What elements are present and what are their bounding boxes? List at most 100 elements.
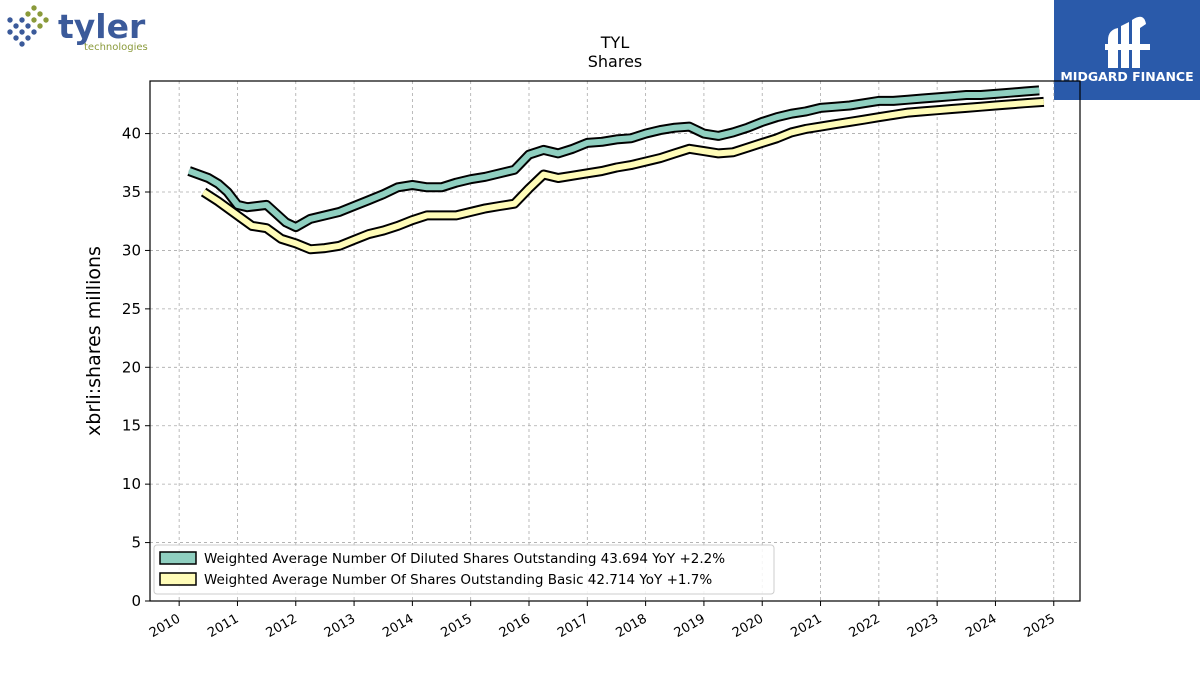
logo-dot (37, 23, 43, 29)
data-point (674, 152, 676, 154)
y-tick-label: 20 (122, 358, 141, 376)
data-point (1009, 103, 1011, 105)
data-point (732, 151, 734, 153)
logo-dot (31, 17, 37, 23)
y-tick-label: 30 (122, 241, 141, 259)
y-tick-label: 25 (122, 300, 141, 318)
data-point (353, 239, 355, 241)
data-point (397, 186, 399, 188)
x-tick-label: 2020 (730, 611, 766, 641)
data-point (776, 137, 778, 139)
plot-frame (149, 80, 1081, 602)
data-point (805, 110, 807, 112)
data-point (217, 200, 219, 202)
x-tick-label: 2025 (1022, 611, 1058, 641)
data-point (922, 97, 924, 100)
data-point (411, 184, 413, 186)
data-point (980, 94, 982, 96)
chart-title: TYL (600, 33, 630, 52)
x-tick-label: 2010 (147, 611, 183, 641)
data-point (703, 133, 705, 135)
logo-dot (31, 5, 37, 11)
data-point (659, 157, 661, 159)
data-point (499, 172, 501, 174)
data-point (819, 107, 822, 109)
data-point (936, 109, 938, 111)
midgard-watermark: MIDGARD FINANCE (1054, 0, 1200, 100)
logo-dot (13, 23, 19, 29)
data-point (790, 131, 793, 133)
y-tick-label: 0 (131, 592, 141, 610)
data-point (455, 182, 457, 184)
x-tick-label: 2013 (322, 611, 358, 641)
data-point (951, 108, 953, 110)
y-tick-label: 40 (122, 125, 141, 143)
data-point (747, 127, 749, 129)
data-point (645, 161, 647, 163)
data-point (528, 187, 530, 190)
data-point (1009, 92, 1011, 94)
y-axis-ticks: 0 5 10 15 20 25 30 35 40 (122, 125, 150, 610)
legend-label-diluted: Weighted Average Number Of Diluted Share… (204, 551, 725, 567)
data-point (572, 148, 574, 150)
data-point (849, 104, 851, 107)
x-tick-label: 2017 (555, 611, 591, 641)
data-point (645, 133, 647, 135)
data-point (834, 123, 836, 125)
legend-box (153, 544, 775, 595)
data-point (338, 245, 341, 247)
data-point (266, 227, 268, 229)
logo-dot (19, 17, 25, 23)
data-point (280, 238, 282, 240)
data-point (266, 204, 268, 206)
data-point (688, 148, 690, 150)
data-point (659, 129, 661, 131)
data-point (586, 142, 588, 144)
logo-dot (37, 11, 43, 17)
series-layer (187, 85, 1045, 255)
data-point (586, 172, 588, 174)
data-point (601, 141, 603, 143)
logo-dots-icon (7, 5, 49, 47)
series-basic (200, 96, 1045, 255)
data-point (922, 110, 924, 112)
data-point (324, 247, 326, 249)
data-point (761, 121, 763, 123)
tyler-logo: tyler technologies (7, 5, 148, 53)
data-point (513, 169, 516, 171)
data-point (936, 96, 938, 98)
y-tick-label: 35 (122, 183, 141, 201)
data-point (557, 177, 559, 179)
data-point (601, 170, 603, 172)
data-point (965, 107, 967, 109)
data-point (226, 191, 229, 193)
midgard-logo-icon (1105, 16, 1150, 68)
data-point (528, 154, 530, 156)
data-point (572, 175, 574, 177)
y-tick-label: 10 (122, 475, 141, 493)
data-point (878, 116, 880, 118)
data-point (543, 173, 545, 176)
x-tick-label: 2012 (264, 611, 300, 641)
legend-swatch-diluted (159, 551, 197, 565)
data-point (863, 119, 865, 121)
data-point (834, 106, 836, 108)
data-point (907, 99, 909, 101)
logo-dot (7, 17, 13, 23)
data-point (470, 178, 472, 180)
data-point (382, 230, 384, 232)
data-point (309, 248, 311, 250)
series-outline (200, 96, 1045, 255)
data-point (717, 152, 720, 154)
data-point (295, 242, 297, 244)
x-tick-label: 2023 (905, 611, 941, 641)
data-point (426, 186, 428, 188)
y-tick-label: 5 (131, 534, 141, 552)
data-point (892, 100, 895, 102)
data-point (805, 128, 807, 130)
data-point (1038, 89, 1040, 91)
data-point (188, 170, 190, 172)
data-point (470, 211, 472, 213)
data-point (236, 204, 239, 206)
